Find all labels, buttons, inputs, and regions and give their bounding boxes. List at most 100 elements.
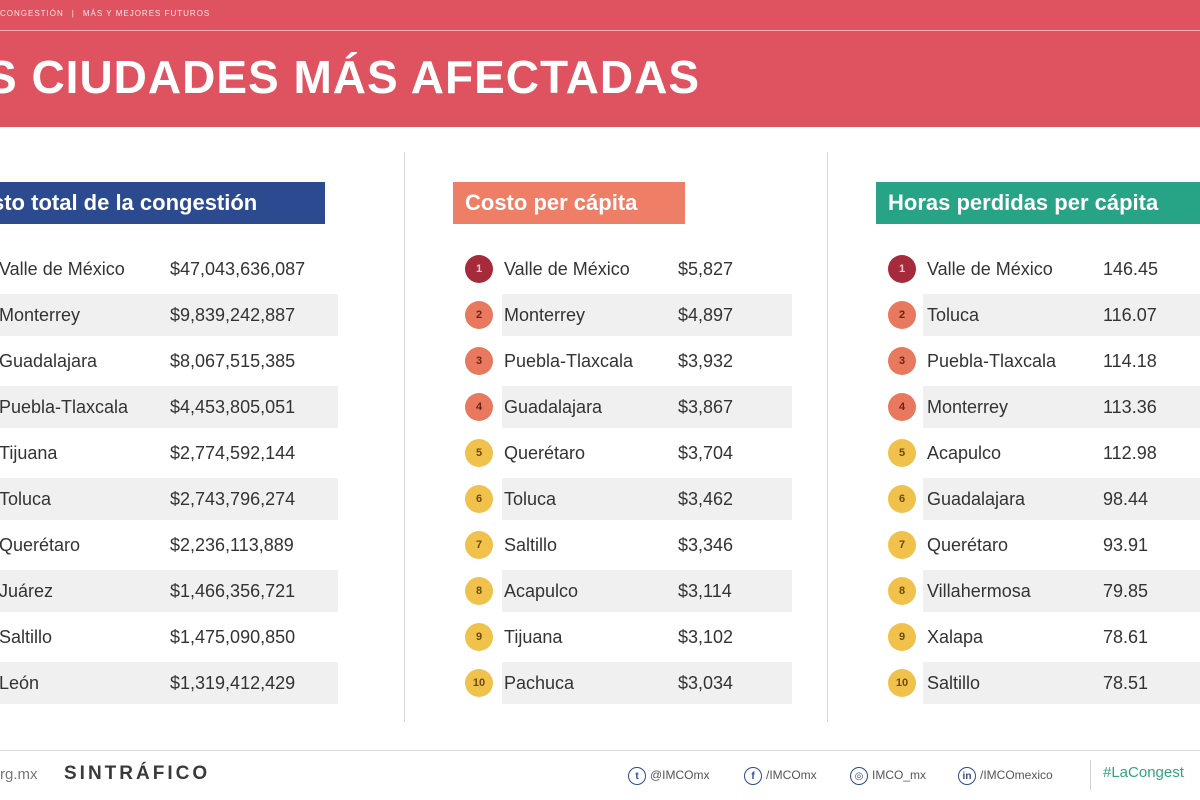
rank-badge: 2 — [888, 301, 916, 329]
row-value: 146.45 — [1103, 259, 1159, 279]
city-name: Valle de México — [0, 259, 125, 279]
header-divider — [0, 30, 1200, 31]
rank-badge: 8 — [465, 577, 493, 605]
social-handle: /IMCOmx — [766, 768, 817, 782]
row-value: $1,319,412,429 — [170, 673, 296, 693]
row-background — [502, 570, 792, 612]
city-name: Valle de México — [927, 259, 1053, 279]
city-name: Querétaro — [504, 443, 586, 463]
rank-badge: 9 — [888, 623, 916, 651]
social-instagram[interactable]: ◎ IMCO_mx — [850, 764, 926, 786]
social-linkedin[interactable]: in/IMCOmexico — [958, 764, 1053, 786]
row-value: 93.91 — [1103, 535, 1149, 555]
row-background — [923, 570, 1200, 612]
breadcrumb-left: CONGESTIÓN — [0, 9, 64, 18]
city-name: Saltillo — [0, 627, 53, 647]
sintrafico-logo: SINTRÁFICO — [64, 763, 211, 784]
column-title-hours-lost: Horas perdidas per cápita — [876, 182, 1200, 224]
rank-badge: 10 — [465, 669, 493, 697]
breadcrumb: CONGESTIÓN | MÁS Y MEJORES FUTUROS — [0, 9, 211, 18]
city-name: Acapulco — [927, 443, 1002, 463]
facebook-icon: f — [744, 766, 762, 785]
rank-badge: 10 — [888, 669, 916, 697]
row-background — [502, 294, 792, 336]
row-background — [923, 294, 1200, 336]
row-value: 114.18 — [1103, 351, 1157, 371]
row-value: 98.44 — [1103, 489, 1149, 509]
city-name: Toluca — [0, 489, 52, 509]
row-background — [502, 662, 792, 704]
row-value: $3,932 — [678, 351, 734, 371]
city-name: Querétaro — [927, 535, 1009, 555]
row-value: $47,043,636,087 — [170, 259, 306, 279]
row-value: $3,346 — [678, 535, 734, 555]
rank-badge: 4 — [888, 393, 916, 421]
city-name: Xalapa — [927, 627, 984, 647]
rank-badge: 6 — [465, 485, 493, 513]
social-twitter[interactable]: t @IMCOmx — [628, 764, 710, 786]
row-value: 78.61 — [1103, 627, 1149, 647]
city-name: Acapulco — [504, 581, 579, 601]
row-background — [0, 570, 338, 612]
column-title-per-capita-cost: Costo per cápita — [453, 182, 685, 224]
row-value: $3,462 — [678, 489, 734, 509]
city-name: Saltillo — [504, 535, 558, 555]
twitter-icon: t — [628, 766, 646, 785]
city-name: Pachuca — [504, 673, 575, 693]
city-name: Tijuana — [504, 627, 563, 647]
row-background — [0, 478, 338, 520]
row-value: $3,114 — [678, 581, 732, 601]
row-value: $2,743,796,274 — [170, 489, 296, 509]
city-name: Valle de México — [504, 259, 630, 279]
row-value: $9,839,242,887 — [170, 305, 296, 325]
hashtag[interactable]: #LaCongest — [1103, 764, 1184, 781]
city-name: Querétaro — [0, 535, 81, 555]
column-title-total-cost: sto total de la congestión — [0, 182, 325, 224]
row-value: $3,102 — [678, 627, 734, 647]
row-value: $4,897 — [678, 305, 734, 325]
rank-badge: 7 — [888, 531, 916, 559]
linkedin-icon: in — [958, 766, 976, 785]
row-value: $3,867 — [678, 397, 734, 417]
city-name: Puebla-Tlaxcala — [0, 397, 129, 417]
footer-site-link[interactable]: rg.mx — [0, 766, 38, 783]
rank-badge: 5 — [465, 439, 493, 467]
instagram-icon: ◎ — [850, 766, 868, 785]
city-name: Guadalajara — [504, 397, 603, 417]
city-name: Guadalajara — [927, 489, 1026, 509]
city-name: Puebla-Tlaxcala — [504, 351, 634, 371]
row-background — [923, 478, 1200, 520]
social-facebook[interactable]: f/IMCOmx — [744, 764, 817, 786]
rank-badge: 2 — [465, 301, 493, 329]
row-value: 79.85 — [1103, 581, 1149, 601]
footer-divider — [0, 750, 1200, 751]
row-value: 112.98 — [1103, 443, 1157, 463]
city-name: Villahermosa — [927, 581, 1031, 601]
row-background — [923, 662, 1200, 704]
row-background — [0, 294, 338, 336]
row-value: $2,774,592,144 — [170, 443, 296, 463]
column-divider — [827, 152, 828, 722]
row-value: $2,236,113,889 — [170, 535, 294, 555]
city-name: Monterrey — [927, 397, 1009, 417]
rank-badge: 7 — [465, 531, 493, 559]
rank-badge: 1 — [465, 255, 493, 283]
city-name: Puebla-Tlaxcala — [927, 351, 1057, 371]
city-name: Monterrey — [504, 305, 586, 325]
city-name: Monterrey — [0, 305, 81, 325]
rank-badge: 3 — [465, 347, 493, 375]
row-value: 113.36 — [1103, 397, 1157, 417]
row-value: $8,067,515,385 — [170, 351, 296, 371]
page-title: S CIUDADES MÁS AFECTADAS — [0, 51, 701, 103]
row-value: $3,034 — [678, 673, 734, 693]
breadcrumb-right: MÁS Y MEJORES FUTUROS — [82, 9, 211, 18]
header-banner: CONGESTIÓN | MÁS Y MEJORES FUTUROS S CIUDA… — [0, 0, 1200, 127]
rank-badge: 8 — [888, 577, 916, 605]
rank-badge: 3 — [888, 347, 916, 375]
row-background — [0, 662, 338, 704]
row-value: 116.07 — [1103, 305, 1157, 325]
row-value: $3,704 — [678, 443, 734, 463]
social-handle: @IMCOmx — [650, 768, 710, 782]
footer-separator — [1090, 760, 1091, 790]
rank-badge: 5 — [888, 439, 916, 467]
